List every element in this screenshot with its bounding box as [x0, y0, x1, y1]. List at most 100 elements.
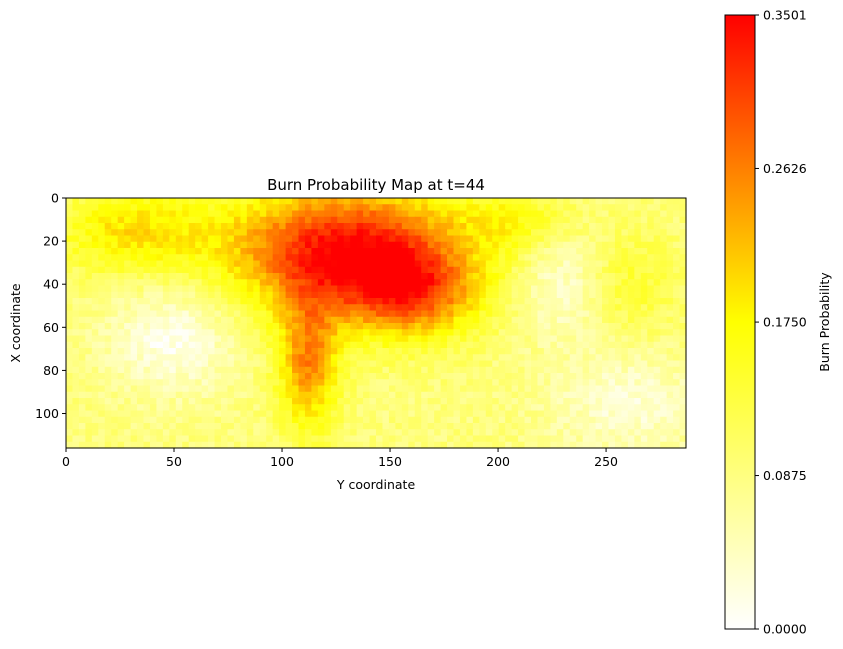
y-tick-label: 40: [43, 277, 59, 292]
heatmap-cell: [369, 316, 377, 324]
heatmap-cell: [208, 285, 216, 293]
heatmap-cell: [472, 404, 480, 412]
heatmap-cell: [156, 285, 164, 293]
heatmap-cell: [188, 366, 196, 374]
heatmap-cell: [188, 298, 196, 305]
heatmap-cell: [246, 341, 254, 349]
heatmap-cell: [602, 348, 610, 355]
heatmap-cell: [582, 423, 590, 430]
heatmap-cell: [653, 441, 661, 449]
heatmap-cell: [556, 373, 564, 380]
heatmap-cell: [317, 423, 325, 430]
heatmap-cell: [376, 229, 384, 237]
heatmap-cell: [266, 354, 274, 362]
heatmap-cell: [195, 354, 203, 362]
heatmap-cell: [524, 210, 532, 218]
heatmap-cell: [660, 241, 668, 249]
heatmap-cell: [304, 254, 313, 262]
heatmap-cell: [304, 404, 313, 412]
heatmap-cell: [395, 441, 403, 449]
heatmap-cell: [143, 304, 151, 312]
heatmap-cell: [311, 316, 319, 324]
heatmap-cell: [388, 304, 396, 312]
heatmap-cell: [285, 285, 293, 293]
heatmap-cell: [272, 304, 280, 312]
heatmap-cell: [537, 323, 545, 330]
heatmap-cell: [563, 298, 571, 305]
heatmap-cell: [505, 235, 513, 243]
heatmap-cell: [78, 273, 86, 280]
heatmap-cell: [259, 241, 267, 249]
heatmap-cell: [240, 354, 248, 362]
heatmap-cell: [466, 223, 474, 230]
heatmap-cell: [440, 323, 448, 330]
heatmap-cell: [666, 398, 674, 405]
heatmap-cell: [188, 360, 196, 368]
heatmap-cell: [466, 210, 474, 218]
heatmap-cell: [317, 310, 325, 318]
heatmap-cell: [543, 260, 551, 268]
heatmap-cell: [311, 398, 319, 405]
heatmap-cell: [505, 423, 513, 430]
heatmap-cell: [85, 260, 93, 268]
heatmap-cell: [627, 398, 635, 405]
heatmap-cell: [421, 360, 429, 368]
heatmap-cell: [330, 348, 338, 355]
heatmap-cell: [149, 379, 158, 387]
heatmap-cell: [182, 216, 190, 224]
heatmap-cell: [259, 435, 267, 443]
heatmap-cell: [511, 360, 519, 368]
heatmap-cell: [337, 254, 345, 262]
heatmap-cell: [634, 366, 642, 374]
heatmap-cell: [304, 229, 313, 237]
heatmap-cell: [647, 329, 655, 337]
heatmap-cell: [414, 441, 422, 449]
heatmap-cell: [72, 341, 80, 349]
heatmap-cell: [582, 366, 590, 374]
heatmap-cell: [472, 373, 480, 380]
heatmap-cell: [440, 198, 448, 205]
heatmap-cell: [208, 410, 216, 418]
heatmap-cell: [311, 204, 319, 212]
heatmap-cell: [143, 398, 151, 405]
heatmap-cell: [537, 348, 545, 355]
heatmap-cell: [330, 429, 338, 437]
heatmap-cell: [324, 198, 332, 205]
heatmap-cell: [427, 348, 435, 355]
heatmap-cell: [576, 273, 584, 280]
heatmap-cell: [589, 429, 597, 437]
heatmap-cell: [162, 329, 170, 337]
heatmap-cell: [653, 316, 661, 324]
heatmap-cell: [459, 348, 468, 355]
heatmap-cell: [311, 248, 319, 255]
heatmap-cell: [350, 229, 358, 237]
heatmap-cell: [614, 410, 623, 418]
heatmap-cell: [66, 316, 74, 324]
heatmap-cell: [492, 291, 500, 299]
heatmap-cell: [498, 385, 506, 393]
heatmap-cell: [563, 210, 571, 218]
heatmap-cell: [569, 316, 577, 324]
heatmap-cell: [311, 260, 319, 268]
heatmap-cell: [666, 323, 674, 330]
heatmap-cell: [311, 335, 319, 343]
heatmap-cell: [317, 354, 325, 362]
heatmap-cell: [408, 285, 416, 293]
heatmap-cell: [505, 323, 513, 330]
heatmap-cell: [589, 348, 597, 355]
heatmap-cell: [679, 416, 687, 424]
heatmap-cell: [156, 323, 164, 330]
heatmap-cell: [595, 298, 603, 305]
heatmap-cell: [634, 379, 642, 387]
heatmap-cell: [214, 241, 222, 249]
heatmap-cell: [647, 291, 655, 299]
heatmap-cell: [356, 310, 364, 318]
y-tick-label: 100: [35, 406, 59, 421]
heatmap-cell: [72, 398, 80, 405]
heatmap-cell: [447, 379, 455, 387]
heatmap-cell: [537, 223, 545, 230]
heatmap-cell: [343, 204, 351, 212]
heatmap-cell: [221, 248, 229, 255]
heatmap-cell: [195, 348, 203, 355]
heatmap-cell: [259, 404, 267, 412]
